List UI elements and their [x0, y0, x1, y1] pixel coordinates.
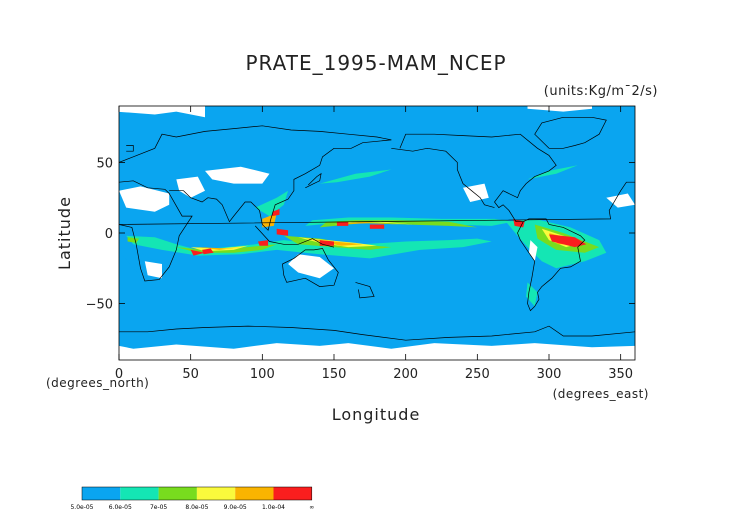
coastline-7: [517, 218, 586, 312]
field-region-17: [197, 247, 241, 250]
x-unit-label: (degrees_east): [553, 387, 649, 401]
precipitation-field: [119, 106, 635, 360]
field-region-24: [276, 228, 289, 236]
field-region-36: [205, 166, 270, 184]
colorbar-swatch: [273, 487, 312, 500]
x-tick-label: 200: [393, 367, 418, 382]
y-tick-label: 50: [96, 156, 113, 171]
colorbar-swatch: [120, 487, 159, 500]
field-region-35: [176, 176, 205, 198]
colorbar-label: 1.0e-04: [262, 504, 285, 511]
field-region-6: [527, 165, 578, 180]
colorbar-swatch: [196, 487, 236, 500]
coastlines: [119, 116, 635, 341]
coastline-12: [126, 145, 134, 152]
field-region-12: [127, 237, 140, 243]
y-axis-ticks: −50 0 50: [86, 156, 635, 313]
units-label: (units:Kg/m¯2/s): [544, 84, 658, 99]
field-region-4: [255, 190, 289, 217]
field-region-25: [336, 221, 349, 226]
field-region-40: [528, 240, 538, 262]
y-tick-label: 0: [105, 227, 113, 242]
colorbar-label: 6.0e-05: [109, 504, 132, 511]
field-region-30: [272, 209, 280, 217]
field-region-18: [336, 221, 399, 225]
x-axis-label: Longitude: [332, 405, 421, 424]
colorbar-label: 8.0e-05: [185, 504, 208, 511]
field-region-21: [262, 213, 277, 228]
coastline-11: [305, 172, 322, 189]
field-region-22: [202, 248, 214, 255]
coastline-6: [391, 147, 495, 208]
coastline-1: [119, 180, 635, 282]
y-tick-label: −50: [86, 298, 113, 313]
coastline-2: [169, 139, 392, 231]
coastline-8: [534, 116, 607, 149]
coastline-0: [119, 125, 392, 163]
coastline-4: [254, 225, 335, 248]
field-region-5: [319, 169, 392, 184]
field-region-33: [119, 343, 635, 360]
colorbar-label: 5.0e-05: [70, 504, 93, 511]
coastline-9: [119, 325, 635, 341]
colorbar-swatch: [235, 487, 274, 500]
y-axis-label: Latitude: [55, 196, 74, 270]
x-tick-label: 0: [115, 367, 123, 382]
field-region-27: [549, 234, 587, 248]
field-region-32: [119, 106, 205, 118]
coastline-5: [399, 133, 557, 223]
y-unit-label: (degrees_north): [46, 376, 149, 390]
field-region-14: [334, 221, 413, 225]
field-region-39: [144, 261, 162, 279]
x-tick-label: 150: [322, 367, 347, 382]
chart-title: PRATE_1995-MAM_NCEP: [245, 51, 506, 75]
colorbar-label: 9.0e-05: [224, 504, 247, 511]
field-region-37: [288, 254, 334, 279]
field-region-42: [527, 106, 592, 112]
field-region-38: [463, 183, 489, 202]
field-region-23: [258, 240, 269, 246]
field-region-7: [526, 282, 538, 307]
x-tick-label: 100: [250, 367, 275, 382]
field-region-41: [606, 193, 635, 208]
x-tick-label: 300: [537, 367, 562, 382]
colorbar-frame: [81, 486, 313, 501]
colorbar-swatch: [82, 487, 121, 500]
x-axis-ticks: 0 50 100 150 200 250 300 350: [115, 106, 633, 382]
x-tick-label: 50: [182, 367, 199, 382]
field-region-26: [369, 224, 385, 229]
coastline-3: [282, 248, 339, 287]
field-region-34: [119, 186, 170, 212]
x-tick-label: 350: [608, 367, 633, 382]
colorbar-label: ∞: [309, 504, 314, 511]
coastline-10: [355, 282, 375, 299]
field-region-31: [190, 249, 205, 256]
colorbar-label: 7e-05: [150, 504, 167, 511]
x-tick-label: 250: [465, 367, 490, 382]
colorbar-swatch: [158, 487, 197, 500]
colorbar: 5.0e-05 6.0e-05 7e-05 8.0e-05 9.0e-05 1.0e-04…: [70, 486, 314, 511]
